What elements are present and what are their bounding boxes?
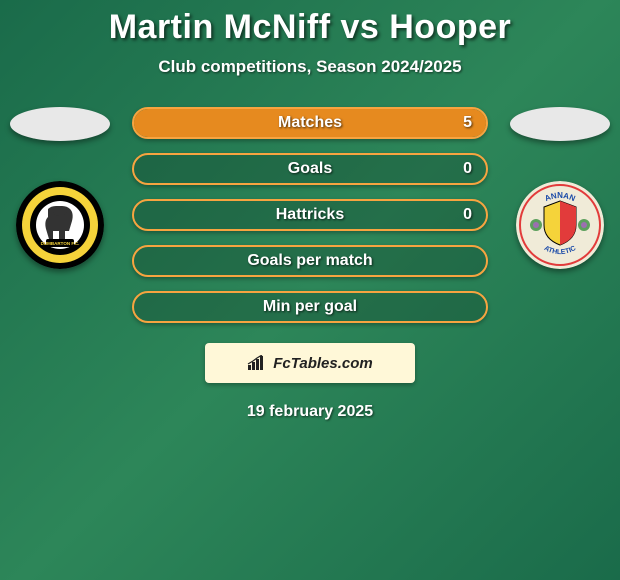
stat-bar: Min per goal [132,291,488,323]
stat-label: Goals [288,160,332,178]
stat-value-right: 5 [463,114,472,132]
stat-value-right: 0 [463,160,472,178]
stat-bar: Hattricks 0 [132,199,488,231]
svg-text:DUMBARTON F.C.: DUMBARTON F.C. [41,241,80,246]
stat-label: Min per goal [263,298,357,316]
right-player-column: ANNAN ATHLETIC [510,107,610,269]
brand-badge[interactable]: FcTables.com [205,343,415,383]
left-club-badge: DUMBARTON F.C. [16,181,104,269]
stat-label: Hattricks [276,206,344,224]
stat-label: Goals per match [247,252,372,270]
left-player-photo [10,107,110,141]
stat-bar: Matches 5 [132,107,488,139]
brand-text: FcTables.com [273,355,372,372]
right-club-badge: ANNAN ATHLETIC [516,181,604,269]
right-player-photo [510,107,610,141]
stat-bar: Goals per match [132,245,488,277]
subtitle: Club competitions, Season 2024/2025 [0,57,620,77]
comparison-card: Martin McNiff vs Hooper Club competition… [0,0,620,421]
stat-value-right: 0 [463,206,472,224]
chart-icon [247,355,267,371]
left-player-column: DUMBARTON F.C. [10,107,110,269]
stats-column: Matches 5 Goals 0 Hattricks 0 Goals per match M… [110,107,510,323]
main-row: DUMBARTON F.C. Matches5Goals0Hattricks0G… [0,107,620,323]
stat-bar: Goals 0 [132,153,488,185]
page-title: Martin McNiff vs Hooper [0,8,620,47]
stat-label: Matches [278,114,342,132]
footer-date: 19 february 2025 [0,403,620,421]
